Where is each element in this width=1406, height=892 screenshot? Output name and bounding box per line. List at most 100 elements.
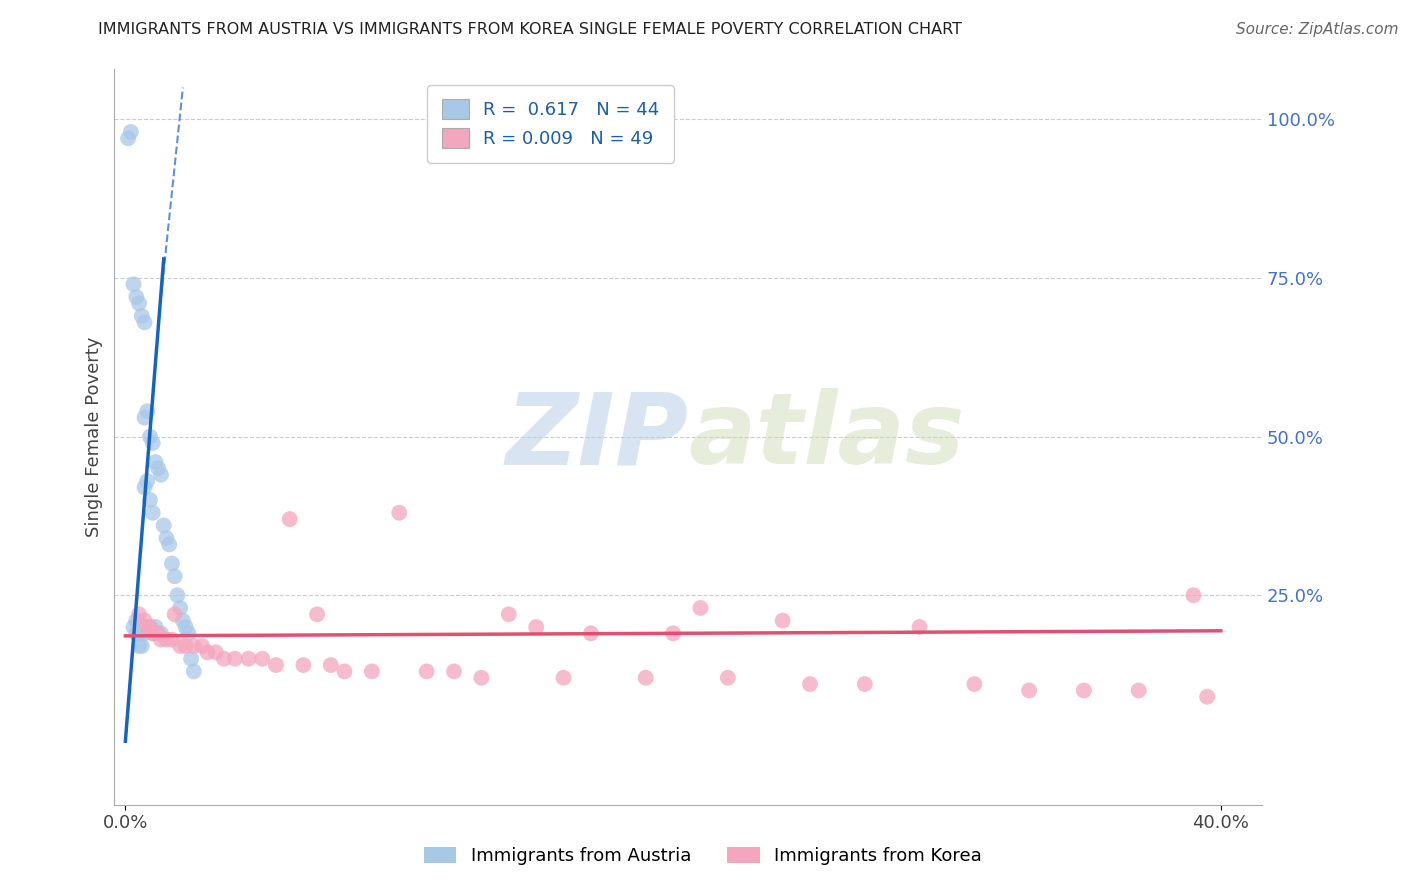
Point [131,620,153,634]
Point [157,537,180,551]
Point [139,620,162,634]
Point [160,557,183,571]
Legend: Immigrants from Austria, Immigrants from Korea: Immigrants from Austria, Immigrants from… [415,838,991,874]
Point [142,626,165,640]
Point [136,404,159,418]
Point [169,639,191,653]
Point [172,614,194,628]
Point [139,493,162,508]
Legend: R =  0.617   N = 44, R = 0.009   N = 49: R = 0.617 N = 44, R = 0.009 N = 49 [427,85,673,162]
Point [128,607,150,622]
Point [139,429,162,443]
Point [134,614,156,628]
Point [238,651,260,665]
Point [169,601,191,615]
Point [1182,588,1205,602]
Point [799,677,821,691]
Point [148,461,170,475]
Point [772,614,794,628]
Point [183,639,205,653]
Point [120,125,142,139]
Point [122,620,145,634]
Point [388,506,411,520]
Point [174,639,197,653]
Point [128,626,150,640]
Point [470,671,492,685]
Point [155,531,177,545]
Text: ZIP: ZIP [505,388,688,485]
Point [908,620,931,634]
Point [149,467,172,482]
Point [174,620,197,634]
Point [1073,683,1095,698]
Point [163,569,186,583]
Point [145,620,167,634]
Point [212,651,235,665]
Point [1018,683,1040,698]
Point [498,607,520,622]
Point [180,651,202,665]
Point [264,658,287,673]
Point [963,677,986,691]
Point [134,315,156,329]
Point [333,665,356,679]
Point [278,512,301,526]
Point [183,665,205,679]
Point [191,639,214,653]
Point [197,645,219,659]
Point [662,626,685,640]
Point [524,620,547,634]
Point [689,601,711,615]
Point [125,614,148,628]
Point [131,309,153,323]
Point [319,658,342,673]
Point [148,626,170,640]
Point [149,626,172,640]
Point [136,620,159,634]
Point [131,639,153,653]
Point [553,671,575,685]
Point [128,296,150,310]
Point [142,506,165,520]
Point [360,665,382,679]
Point [142,436,165,450]
Point [166,588,188,602]
Text: atlas: atlas [688,388,965,485]
Point [136,474,159,488]
Point [125,626,148,640]
Point [142,626,165,640]
Point [125,290,148,304]
Y-axis label: Single Female Poverty: Single Female Poverty [86,336,103,537]
Point [145,455,167,469]
Point [148,626,170,640]
Text: IMMIGRANTS FROM AUSTRIA VS IMMIGRANTS FROM KOREA SINGLE FEMALE POVERTY CORRELATI: IMMIGRANTS FROM AUSTRIA VS IMMIGRANTS FR… [98,22,963,37]
Point [149,632,172,647]
Point [204,645,226,659]
Point [717,671,740,685]
Point [134,626,156,640]
Point [128,639,150,653]
Point [252,651,274,665]
Point [1128,683,1150,698]
Point [853,677,876,691]
Point [155,632,177,647]
Point [163,607,186,622]
Point [134,480,156,494]
Point [160,632,183,647]
Text: Source: ZipAtlas.com: Source: ZipAtlas.com [1236,22,1399,37]
Point [634,671,657,685]
Point [139,620,162,634]
Point [579,626,602,640]
Point [415,665,437,679]
Point [134,410,156,425]
Point [136,620,159,634]
Point [122,277,145,292]
Point [443,665,465,679]
Point [117,131,139,145]
Point [1197,690,1219,704]
Point [307,607,329,622]
Point [152,518,174,533]
Point [224,651,246,665]
Point [292,658,315,673]
Point [177,626,200,640]
